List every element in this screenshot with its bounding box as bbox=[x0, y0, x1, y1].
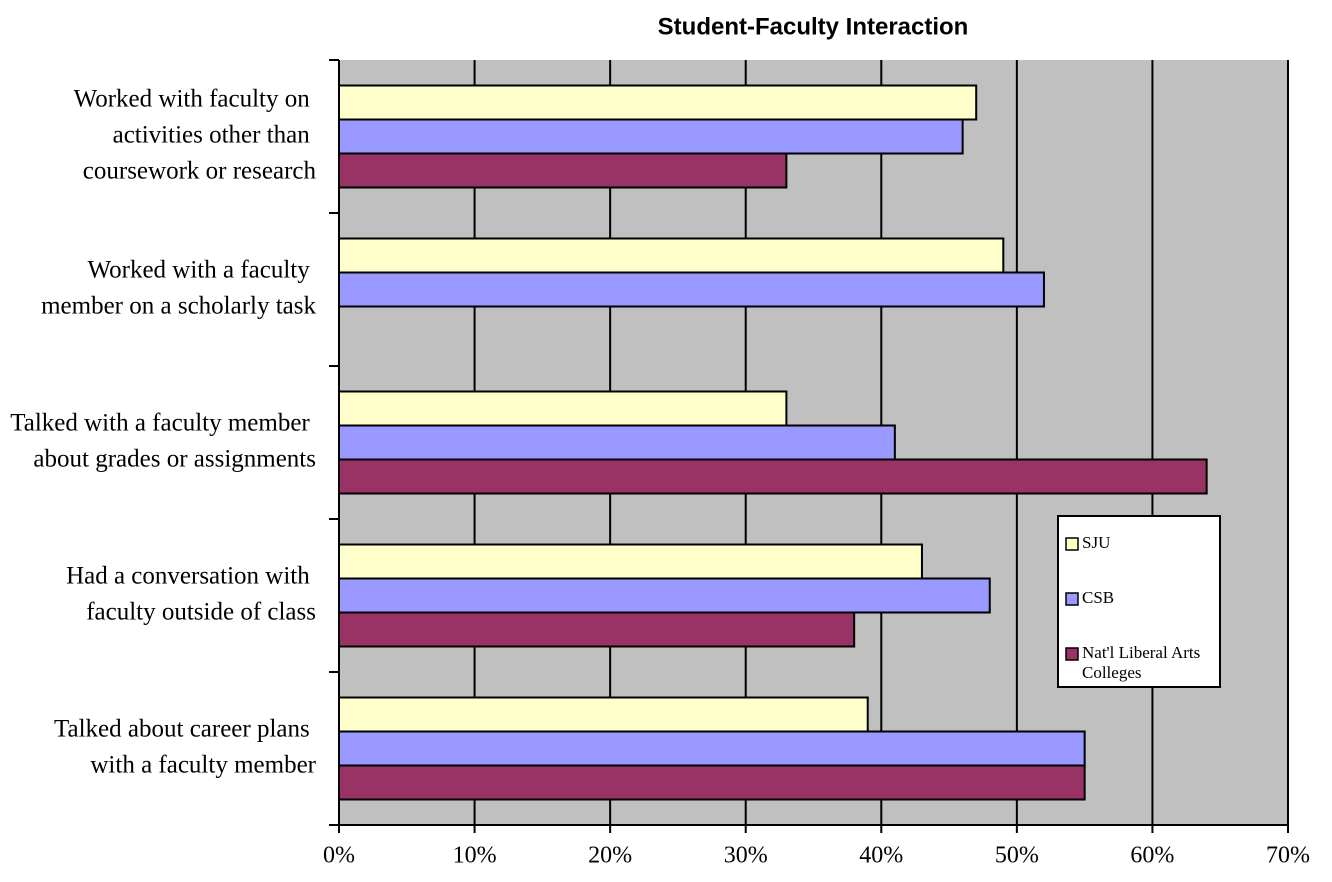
bar bbox=[338, 543, 923, 580]
bar bbox=[338, 696, 869, 733]
bar bbox=[338, 84, 978, 121]
bar bbox=[338, 271, 1045, 308]
bar bbox=[338, 237, 1005, 274]
bar bbox=[338, 390, 788, 427]
legend-label: SJU bbox=[1082, 533, 1110, 552]
x-tick-label: 70% bbox=[1266, 843, 1310, 869]
legend-label: Nat'l Liberal Arts Colleges bbox=[1082, 643, 1205, 682]
x-tick-label: 0% bbox=[323, 843, 355, 869]
x-tick-label: 40% bbox=[859, 843, 903, 869]
bar bbox=[338, 577, 991, 614]
legend-swatch bbox=[1065, 647, 1079, 661]
y-tick-label: Worked with faculty on activities other … bbox=[74, 85, 317, 184]
bar bbox=[338, 118, 964, 155]
legend-label: CSB bbox=[1082, 588, 1114, 607]
y-tick-label: Talked about career plans with a faculty… bbox=[54, 715, 317, 778]
y-tick-label: Worked with a faculty member on a schola… bbox=[41, 256, 316, 319]
y-tick-label: Talked with a faculty member about grade… bbox=[10, 409, 316, 472]
bar bbox=[338, 730, 1086, 767]
bar bbox=[338, 152, 788, 189]
x-tick-label: 30% bbox=[724, 843, 768, 869]
bar bbox=[338, 764, 1086, 801]
legend bbox=[1057, 515, 1221, 688]
x-tick-label: 20% bbox=[588, 843, 632, 869]
chart-title: Student-Faculty Interaction bbox=[658, 13, 969, 40]
bar bbox=[338, 611, 856, 648]
legend-swatch bbox=[1065, 592, 1079, 606]
x-tick-label: 50% bbox=[995, 843, 1039, 869]
legend-swatch bbox=[1065, 537, 1079, 551]
bar bbox=[338, 424, 896, 461]
y-tick-label: Had a conversation with faculty outside … bbox=[66, 562, 316, 625]
bar bbox=[338, 458, 1208, 495]
x-tick-label: 60% bbox=[1130, 843, 1174, 869]
x-tick-label: 10% bbox=[453, 843, 497, 869]
